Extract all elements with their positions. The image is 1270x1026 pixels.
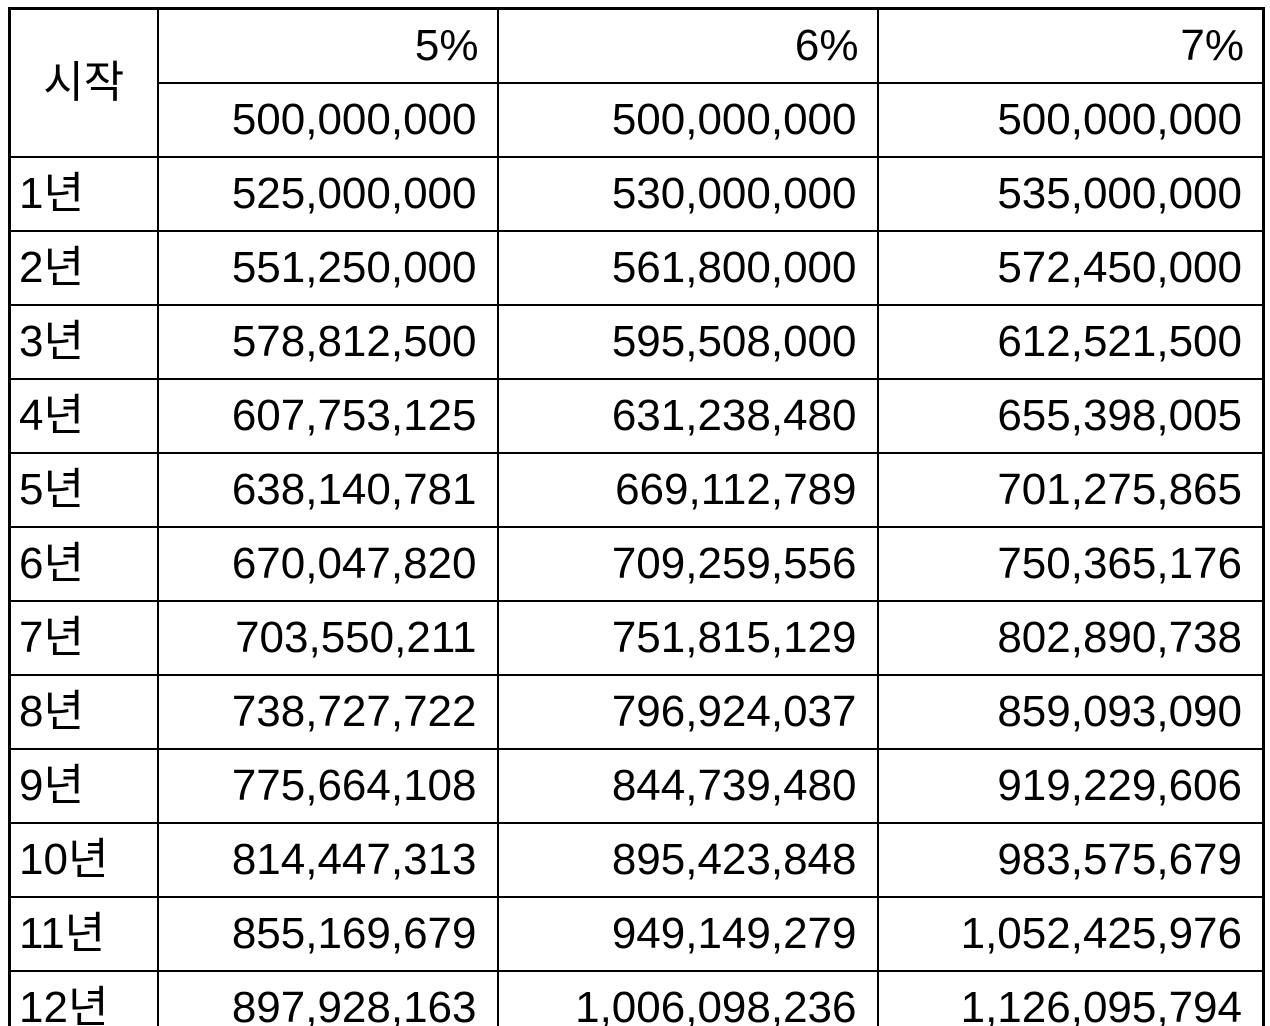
year-row: 12년 897,928,163 1,006,098,236 1,126,095,… (8, 970, 1265, 1026)
value-cell-5pct: 814,447,313 (156, 822, 499, 898)
initial-value-7pct: 500,000,000 (876, 82, 1265, 158)
value-cell-6pct: 530,000,000 (496, 156, 879, 232)
rate-header-5pct: 5% (156, 7, 499, 84)
value-cell-7pct: 750,365,176 (876, 526, 1265, 602)
year-label: 3년 (8, 304, 159, 380)
year-label: 6년 (8, 526, 159, 602)
value-cell-7pct: 919,229,606 (876, 748, 1265, 824)
value-cell-7pct: 802,890,738 (876, 600, 1265, 676)
year-label: 10년 (8, 822, 159, 898)
initial-value-5pct: 500,000,000 (156, 82, 499, 158)
value-cell-7pct: 859,093,090 (876, 674, 1265, 750)
year-row: 10년 814,447,313 895,423,848 983,575,679 (8, 822, 1265, 898)
value-cell-6pct: 1,006,098,236 (496, 970, 879, 1026)
compound-interest-table: 시작 5% 6% 7% 500,000,000 500,000,000 500,… (8, 7, 1265, 1026)
value-cell-6pct: 949,149,279 (496, 896, 879, 972)
value-cell-5pct: 855,169,679 (156, 896, 499, 972)
value-cell-5pct: 578,812,500 (156, 304, 499, 380)
value-cell-7pct: 535,000,000 (876, 156, 1265, 232)
year-label: 1년 (8, 156, 159, 232)
rate-header-7pct: 7% (876, 7, 1265, 84)
year-label: 9년 (8, 748, 159, 824)
value-cell-5pct: 775,664,108 (156, 748, 499, 824)
value-cell-5pct: 738,727,722 (156, 674, 499, 750)
value-cell-6pct: 709,259,556 (496, 526, 879, 602)
year-row: 11년 855,169,679 949,149,279 1,052,425,97… (8, 896, 1265, 972)
value-cell-5pct: 525,000,000 (156, 156, 499, 232)
value-cell-6pct: 595,508,000 (496, 304, 879, 380)
year-label: 11년 (8, 896, 159, 972)
value-cell-7pct: 1,052,425,976 (876, 896, 1265, 972)
year-row: 1년 525,000,000 530,000,000 535,000,000 (8, 156, 1265, 232)
year-label: 5년 (8, 452, 159, 528)
year-row: 4년 607,753,125 631,238,480 655,398,005 (8, 378, 1265, 454)
year-row: 3년 578,812,500 595,508,000 612,521,500 (8, 304, 1265, 380)
year-label: 8년 (8, 674, 159, 750)
value-cell-5pct: 897,928,163 (156, 970, 499, 1026)
value-cell-7pct: 612,521,500 (876, 304, 1265, 380)
value-cell-7pct: 572,450,000 (876, 230, 1265, 306)
value-cell-7pct: 983,575,679 (876, 822, 1265, 898)
year-row: 8년 738,727,722 796,924,037 859,093,090 (8, 674, 1265, 750)
year-label: 7년 (8, 600, 159, 676)
value-cell-5pct: 638,140,781 (156, 452, 499, 528)
value-cell-6pct: 631,238,480 (496, 378, 879, 454)
value-cell-5pct: 670,047,820 (156, 526, 499, 602)
year-row: 6년 670,047,820 709,259,556 750,365,176 (8, 526, 1265, 602)
year-row: 2년 551,250,000 561,800,000 572,450,000 (8, 230, 1265, 306)
initial-value-6pct: 500,000,000 (496, 82, 879, 158)
value-cell-6pct: 561,800,000 (496, 230, 879, 306)
year-row: 5년 638,140,781 669,112,789 701,275,865 (8, 452, 1265, 528)
year-label: 2년 (8, 230, 159, 306)
value-cell-5pct: 607,753,125 (156, 378, 499, 454)
value-cell-7pct: 701,275,865 (876, 452, 1265, 528)
value-cell-6pct: 796,924,037 (496, 674, 879, 750)
rate-header-row: 시작 5% 6% 7% (8, 7, 1265, 158)
value-cell-7pct: 655,398,005 (876, 378, 1265, 454)
value-cell-5pct: 703,550,211 (156, 600, 499, 676)
value-cell-6pct: 669,112,789 (496, 452, 879, 528)
year-label: 12년 (8, 970, 159, 1026)
year-row: 9년 775,664,108 844,739,480 919,229,606 (8, 748, 1265, 824)
rate-header-6pct: 6% (496, 7, 879, 84)
initial-principal-row: 500,000,000 500,000,000 500,000,000 (10, 82, 1265, 158)
year-label: 4년 (8, 378, 159, 454)
corner-start-label: 시작 (8, 7, 159, 158)
value-cell-6pct: 895,423,848 (496, 822, 879, 898)
year-row: 7년 703,550,211 751,815,129 802,890,738 (8, 600, 1265, 676)
value-cell-7pct: 1,126,095,794 (876, 970, 1265, 1026)
value-cell-6pct: 844,739,480 (496, 748, 879, 824)
value-cell-6pct: 751,815,129 (496, 600, 879, 676)
value-cell-5pct: 551,250,000 (156, 230, 499, 306)
